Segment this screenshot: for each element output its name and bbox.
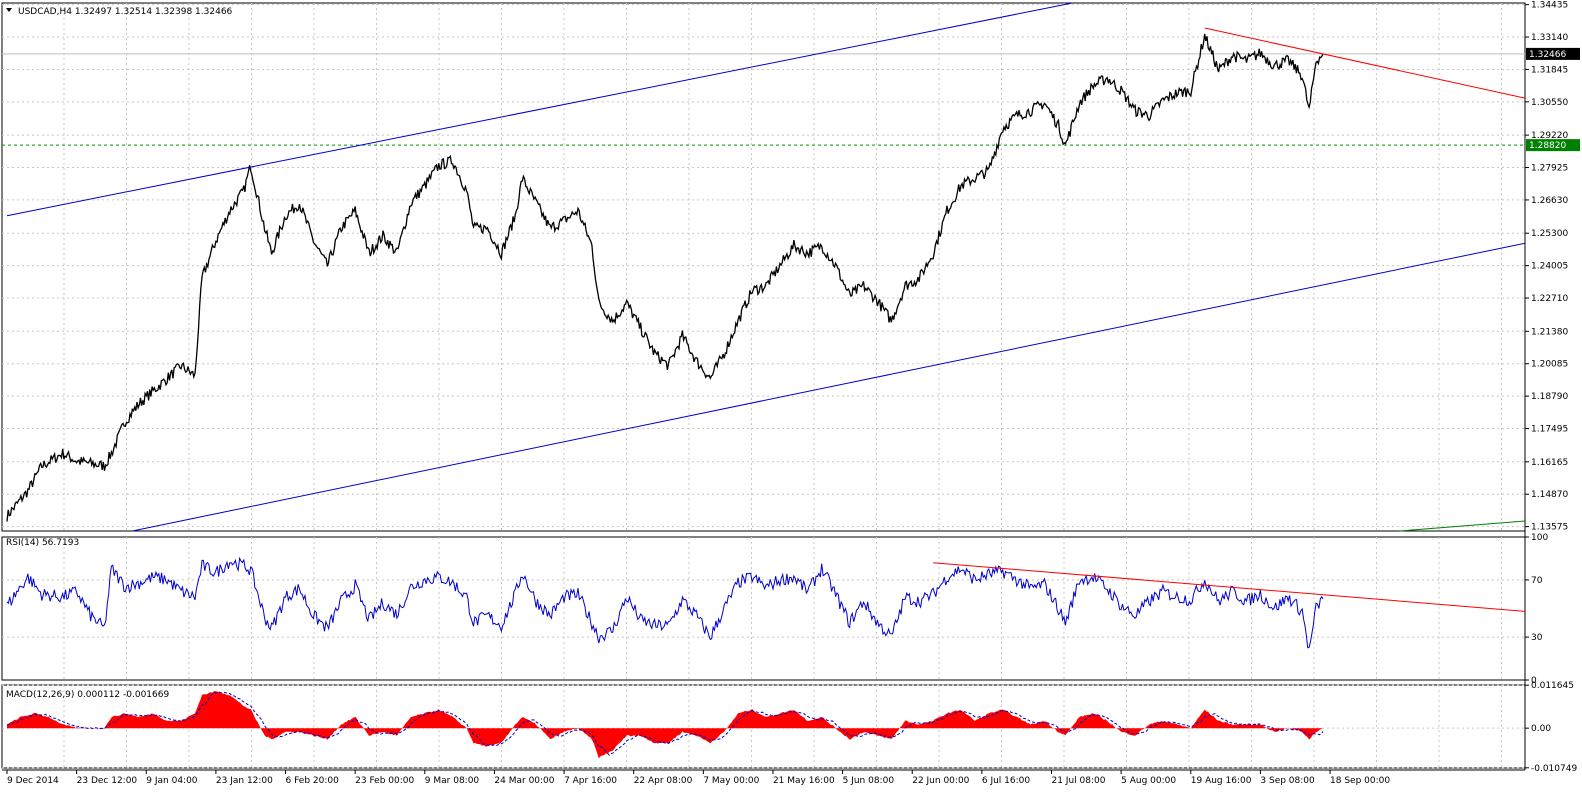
y-tick-label: 1.13575: [1531, 523, 1568, 533]
y-tick-label: 1.17495: [1531, 425, 1568, 435]
x-tick-label: 23 Dec 12:00: [77, 776, 138, 786]
y-tick-label: 1.31845: [1531, 65, 1568, 75]
y-tick-label: 1.30550: [1531, 98, 1568, 108]
y-tick-label: 1.14870: [1531, 490, 1568, 500]
x-tick-label: 7 Apr 16:00: [564, 776, 617, 786]
y-tick-label: 1.27925: [1531, 164, 1568, 174]
level-price-box: [1526, 139, 1580, 152]
rsi-trend-line[interactable]: [933, 562, 1526, 612]
x-tick-label: 24 Mar 00:00: [494, 776, 554, 786]
channel-lower-line[interactable]: [132, 242, 1526, 532]
x-tick-label: 21 Jul 08:00: [1051, 776, 1105, 786]
chevron-down-icon[interactable]: [6, 8, 12, 12]
x-tick-label: 9 Dec 2014: [7, 776, 59, 786]
x-tick-label: 5 Aug 00:00: [1121, 776, 1176, 786]
current-price-box: [1526, 47, 1580, 60]
rsi-tick-label: 0: [1531, 676, 1537, 686]
y-tick-label: 1.33140: [1531, 33, 1568, 43]
price-pane[interactable]: [2, 2, 1526, 532]
grid: [1, 2, 1526, 771]
y-tick-label: 1.34435: [1531, 1, 1568, 11]
macd-signal-line[interactable]: [6, 691, 1324, 756]
rsi-tick-label: 70: [1531, 576, 1543, 586]
rsi-title: RSI(14) 56.7193: [6, 538, 79, 548]
x-tick-label: 21 May 16:00: [773, 776, 835, 786]
symbol-header: USDCAD,H4 1.32497 1.32514 1.32398 1.3246…: [18, 7, 233, 17]
green-trend-line[interactable]: [1399, 520, 1526, 532]
y-tick-label: 1.20085: [1531, 360, 1568, 370]
current-price-label: 1.32466: [1529, 50, 1566, 60]
labels: USDCAD,H4 1.32497 1.32514 1.32398 1.3246…: [6, 7, 233, 700]
level-price-label: 1.28820: [1529, 141, 1566, 151]
channel-upper-line[interactable]: [6, 2, 1073, 217]
rsi-tick-label: 100: [1531, 533, 1548, 543]
y-tick-label: 1.26630: [1531, 196, 1568, 206]
macd-pane[interactable]: [6, 691, 1324, 759]
macd-title: MACD(12,26,9) 0.000112 -0.001669: [6, 690, 169, 700]
y-tick-label: 1.22710: [1531, 294, 1568, 304]
rsi-pane[interactable]: [6, 556, 1526, 649]
y-tick-label: 1.16165: [1531, 458, 1568, 468]
x-tick-label: 23 Feb 00:00: [355, 776, 414, 786]
x-tick-label: 7 May 00:00: [703, 776, 759, 786]
x-tick-label: 23 Jan 12:00: [216, 776, 273, 786]
x-tick-label: 6 Jul 16:00: [982, 776, 1031, 786]
y-tick-label: 1.25300: [1531, 229, 1568, 239]
x-tick-label: 19 Aug 16:00: [1191, 776, 1252, 786]
macd-tick-label: -0.010749: [1531, 764, 1577, 774]
x-tick-label: 5 Jun 08:00: [843, 776, 895, 786]
x-tick-label: 6 Feb 20:00: [286, 776, 340, 786]
y-tick-label: 1.21380: [1531, 327, 1568, 337]
x-tick-label: 22 Apr 08:00: [634, 776, 693, 786]
rsi-tick-label: 30: [1531, 633, 1543, 643]
macd-tick-label: 0.00: [1531, 724, 1551, 734]
x-tick-label: 18 Sep 00:00: [1330, 776, 1390, 786]
y-tick-label: 1.29220: [1531, 131, 1568, 141]
axes: 1.34435 1.33140 1.31845 1.30550 1.29220 1.279…: [6, 1, 1580, 786]
y-tick-label: 1.18790: [1531, 392, 1568, 402]
x-tick-label: 3 Sep 08:00: [1260, 776, 1315, 786]
rsi-series[interactable]: [6, 556, 1324, 649]
price-series[interactable]: [6, 33, 1324, 522]
y-tick-label: 1.24005: [1531, 262, 1568, 272]
resistance-line[interactable]: [1204, 27, 1526, 99]
x-tick-label: 9 Mar 08:00: [425, 776, 480, 786]
x-tick-label: 22 Jun 00:00: [912, 776, 969, 786]
x-tick-label: 9 Jan 04:00: [146, 776, 198, 786]
macd-tick-label: 0.011645: [1531, 681, 1574, 691]
